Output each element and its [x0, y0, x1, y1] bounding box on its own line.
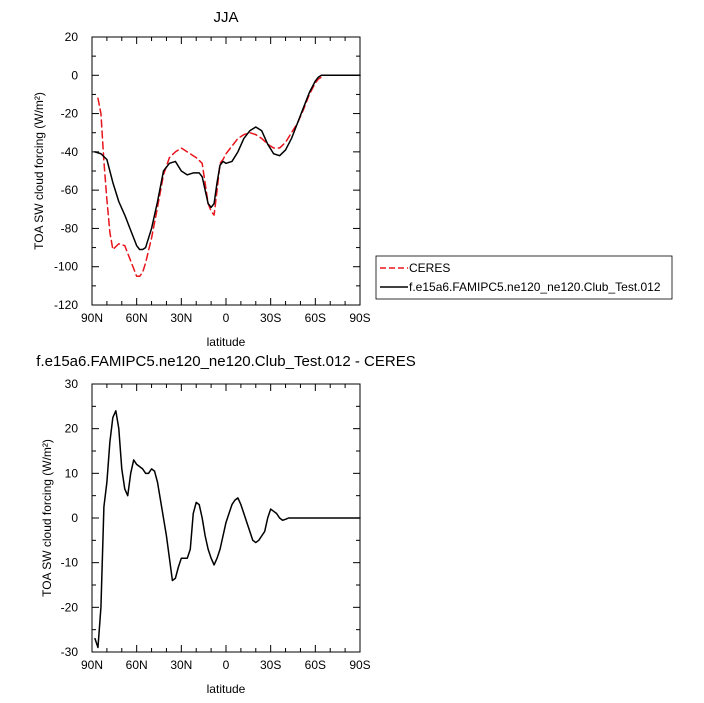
legend-label-model: f.e15a6.FAMIPC5.ne120_ne120.Club_Test.01…	[409, 280, 661, 294]
bottom-plot-title: f.e15a6.FAMIPC5.ne120_ne120.Club_Test.01…	[36, 353, 415, 370]
bottom-y-tick-label: -10	[61, 556, 79, 570]
top-plot-title: JJA	[213, 9, 238, 26]
bottom-x-tick-label: 0	[223, 658, 230, 672]
bottom-x-tick-label: 90S	[349, 658, 370, 672]
bottom-plot-frame	[91, 383, 361, 653]
bottom-y-tick-label: 30	[65, 377, 79, 391]
top-plot-lines	[94, 74, 361, 278]
top-y-axis-label: TOA SW cloud forcing (W/m²)	[32, 92, 46, 250]
top-series-line-model	[94, 74, 361, 251]
bottom-y-tick-label: 0	[71, 511, 78, 525]
bottom-y-axis-label: TOA SW cloud forcing (W/m²)	[40, 439, 54, 597]
top-y-tick-label: -100	[54, 260, 78, 274]
top-plot-frame	[91, 36, 361, 306]
legend-label-ceres: CERES	[409, 261, 450, 275]
top-x-tick-label: 0	[223, 311, 230, 325]
top-y-tick-label: -120	[54, 298, 78, 312]
bottom-x-axis-label: latitude	[207, 682, 246, 696]
top-x-tick-label: 60N	[126, 311, 148, 325]
top-x-axis-label: latitude	[207, 335, 246, 349]
bottom-y-tick-label: 20	[65, 422, 79, 436]
bottom-plot-lines	[94, 410, 361, 649]
top-y-tick-label: -60	[61, 183, 79, 197]
top-series-line-ceres	[97, 74, 361, 278]
top-y-tick-label: -80	[61, 221, 79, 235]
top-y-tick-label: -20	[61, 107, 79, 121]
bottom-x-tick-label: 30N	[170, 658, 192, 672]
bottom-axis-ticks: 90N 60N 30N 0 30S 60S 90S 30 20 10 0 -10 -20 -30	[61, 377, 371, 672]
bottom-y-tick-label: -20	[61, 600, 79, 614]
top-x-tick-label: 90N	[81, 311, 103, 325]
bottom-x-tick-label: 60N	[126, 658, 148, 672]
top-axis-ticks: 90N 60N 30N 0 30S 60S 90S 20 0 -20 -40 -60 -80 -100 -1…	[54, 30, 371, 325]
bottom-x-tick-label: 60S	[305, 658, 326, 672]
top-x-tick-label: 30N	[170, 311, 192, 325]
bottom-x-tick-label: 30S	[260, 658, 281, 672]
bottom-series-line-difference	[94, 410, 361, 649]
bottom-y-tick-label: 10	[65, 466, 79, 480]
top-y-tick-label: 0	[71, 68, 78, 82]
top-x-tick-label: 90S	[349, 311, 370, 325]
top-panel: JJA 90N 60N 30N 0 30S 60S 90S 20 0 -20 -40 -60 -80 -1…	[32, 9, 371, 349]
legend-box	[375, 255, 673, 300]
legend: CERES f.e15a6.FAMIPC5.ne120_ne120.Club_T…	[375, 255, 673, 300]
bottom-x-tick-label: 90N	[81, 658, 103, 672]
bottom-panel: f.e15a6.FAMIPC5.ne120_ne120.Club_Test.01…	[36, 353, 415, 696]
top-x-tick-label: 60S	[305, 311, 326, 325]
top-x-tick-label: 30S	[260, 311, 281, 325]
top-y-tick-label: 20	[65, 30, 79, 44]
top-y-tick-label: -40	[61, 145, 79, 159]
bottom-y-tick-label: -30	[61, 645, 79, 659]
